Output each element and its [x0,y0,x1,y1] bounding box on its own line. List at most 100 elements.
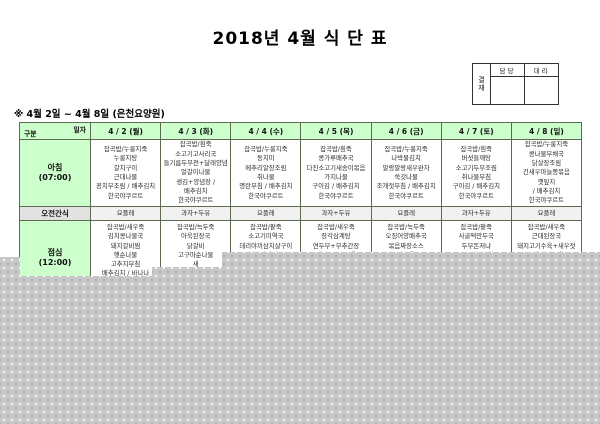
menu-item: 한국야쿠르트 [528,196,565,205]
menu-item: 얼갈이나물 [181,168,211,177]
menu-item: 과자+두유 [321,208,351,217]
menu-item: 배추김치 / 바나나 [101,269,150,278]
corner-date-label: 일자 [73,126,86,134]
menu-item: 잡곡밥/새우죽 [527,223,566,231]
menu-item: 연두부+부추간장 [312,241,360,250]
menu-item: 소고기두부조림 [455,163,497,172]
day-header: 4 / 7 (토) [440,122,512,140]
menu-cell: 잡곡밥/누룽지죽 콩나물무채국 닭살장조림 건새우마늘쫑볶음 깻잎지 / 배추김치 한국야쿠… [510,139,583,207]
menu-item: 한국야쿠르트 [318,191,354,200]
row-label-breakfast: 아침 (07:00) [19,139,91,207]
menu-cell: 요플레 [89,206,162,221]
menu-item: 잡곡밥/녹두죽 [176,223,215,231]
menu-item: 나박물김치 [391,154,421,163]
menu-item: 잡곡밥/녹두죽 [387,223,425,231]
menu-item: 배추김치 [183,186,208,195]
menu-item: 닭갈비 [186,241,205,250]
approval-row-label: 결 재 [472,63,491,105]
day-header: 4 / 4 (수) [230,122,302,140]
menu-item: 잡곡밥/누룽지죽 [244,145,288,154]
menu-item: 장각삼계탕 [321,232,351,241]
day-header: 4 / 6 (금) [370,122,442,140]
menu-item: 근대나물 [113,173,138,181]
menu-item: 근대된장국 [531,232,562,241]
menu-item: 한국야쿠르트 [178,196,214,205]
menu-cell: 요플레 [510,206,583,221]
menu-item: 들기름두부전+달래양념 [163,159,228,168]
menu-item: 잡곡밥/팥죽 [250,223,282,231]
menu-item: 잡곡밥/흰죽 [179,140,212,149]
menu-item: 요플레 [257,208,275,217]
menu-item: 건새우마늘쫑볶음 [522,168,570,177]
day-header: 4 / 3 (화) [160,122,232,140]
day-header-row: 일자 구분 4 / 2 (월) 4 / 3 (화) 4 / 4 (수) 4 / 5 (… [19,122,583,140]
menu-item: 과자+두유 [181,208,211,217]
page-title: 2018년 4월 식 단 표 [212,29,388,49]
menu-cell: 잡곡밥/흰죽 버섯들깨탕 소고기두부조림 취나물무침 구이김 / 배추김치 한국야쿠르트 [440,139,512,207]
menu-item: 메추리알장조림 [245,163,287,172]
menu-item: 햇순나물 [113,250,138,259]
menu-cell: 과자+두유 [440,206,512,221]
menu-item: 조개젓무침 / 배추김치 [376,182,436,191]
menu-item: 취나물 [257,173,275,181]
menu-item: / 배추김치 [532,186,561,195]
menu-item: 요플레 [537,208,556,217]
menu-item: 한국야쿠르트 [458,191,494,200]
menu-cell: 잡곡밥/누룽지죽 동치미 메추리알장조림 취나물 명란무침 / 배추김치 한국야쿠르트 [230,139,302,207]
menu-item: 볶음짜장소스 [388,241,424,250]
menu-item: 한국야쿠르트 [388,191,424,200]
menu-item: 한국야쿠르트 [107,191,144,200]
menu-item: 아욱된장국 [181,232,211,241]
menu-item: 쑥갓나물 [394,173,418,181]
menu-item: 소고기미역국 [248,232,284,241]
menu-item: 꽁치무조림 / 배추김치 [96,182,156,191]
corner-cell: 일자 구분 [19,122,91,140]
row-label-snack: 오전간식 [19,206,91,221]
menu-item: 요플레 [116,208,135,217]
menu-item: 구이김 / 배추김치 [312,182,360,191]
menu-item: 데리야끼삼치살구이 [239,241,293,250]
approval-char: 결 [478,76,485,84]
approval-col-manager: 담당 [490,63,525,77]
day-header: 4 / 8 (일) [510,122,583,140]
menu-item: 고구마순나물 [178,250,214,259]
menu-item: 생김+양념장 / [176,177,216,186]
menu-item: 잡곡밥/누룽지죽 [103,145,148,154]
menu-item: 소고기고사리국 [175,149,217,158]
approval-sign-cell [524,76,559,105]
day-header: 4 / 5 (목) [300,122,372,140]
approval-box: 결 재 담당 대리 [472,63,559,105]
menu-item: 잡곡밥/흰죽 [460,145,493,154]
menu-item: 한국야쿠르트 [248,191,284,200]
menu-item: 잡곡밥/누룽지죽 [524,140,569,149]
menu-cell: 잡곡밥/흰죽 콩가루배추국 다진소고기새송이볶음 가지나물 구이김 / 배추김치 한국야쿠… [300,139,372,207]
day-header: 4 / 2 (월) [89,122,162,140]
menu-item: 누룽지탕 [113,154,138,163]
menu-item: 잡곡밥/흰죽 [320,145,352,154]
menu-item: 콩나물무채국 [528,149,565,158]
menu-item: 잡곡밥/누룽지죽 [384,145,428,154]
menu-cell: 요플레 [370,206,442,221]
menu-item: 잡곡밥/팥죽 [460,223,493,231]
corner-category-label: 구분 [24,130,37,138]
menu-cell: 잡곡밥/흰죽 소고기고사리국 들기름두부전+달래양념 얼갈이나물 생김+양념장 / 배추김… [160,139,232,207]
menu-item: 동치미 [257,154,275,163]
menu-item: 고추지무침 [110,260,141,269]
menu-item: 버섯들깨탕 [461,154,491,163]
menu-cell: 과자+두유 [160,206,232,221]
menu-cell: 요플레 [230,206,302,221]
week-range-label: ※ 4월 2일 ~ 4월 8일 (은천요양원) [14,109,165,120]
menu-row-breakfast: 아침 (07:00) 잡곡밥/누룽지죽 누룽지탕 갈치구이 근대나물 꽁치무조림 / 배추김… [19,139,583,207]
menu-item: 가지나물 [324,173,348,181]
menu-item: 깻잎지 [537,177,556,186]
menu-item: 과자+두유 [461,208,491,217]
menu-row-snack: 오전간식 요플레 과자+두유 요플레 과자+두유 요플레 과자+두유 요플레 [19,206,583,221]
menu-item: 새 [192,260,199,269]
menu-item: 오징어양배추국 [385,232,427,241]
menu-item: 김치콩나물국 [107,232,144,241]
menu-item: 다진소고기새송이볶음 [306,163,366,172]
approval-col-deputy: 대리 [524,63,559,77]
menu-item: 돼지갈비찜 [110,241,141,250]
